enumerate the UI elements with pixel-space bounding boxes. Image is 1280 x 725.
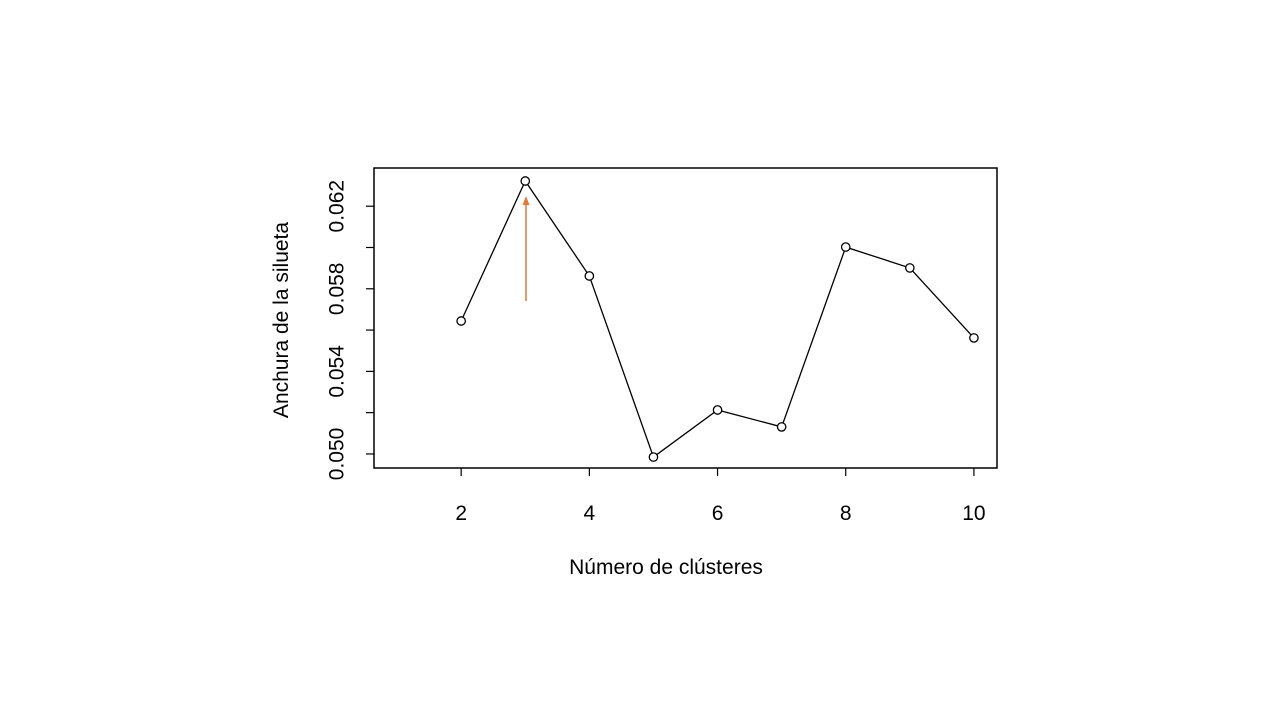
x-axis-label: Número de clústeres [569, 556, 763, 579]
y-tick-label: 0.054 [326, 345, 349, 398]
data-point [969, 333, 979, 343]
x-tick-label: 6 [712, 502, 724, 525]
data-point [520, 176, 531, 186]
x-tick-label: 8 [840, 502, 852, 525]
y-tick-label: 0.050 [326, 428, 349, 481]
x-tick-label: 4 [584, 502, 596, 525]
annotation-arrowhead [522, 196, 530, 205]
x-tick-label: 2 [455, 502, 467, 525]
data-point [456, 316, 467, 326]
data-point [648, 452, 659, 462]
data-point [712, 405, 723, 415]
data-point [840, 242, 851, 252]
data-point [776, 422, 787, 432]
y-tick-label: 0.062 [326, 180, 349, 233]
data-point [904, 263, 915, 273]
plot-box [373, 167, 998, 469]
y-axis-label: Anchura de la silueta [270, 222, 293, 418]
data-line [460, 179, 975, 459]
data-point [584, 271, 595, 281]
x-tick-label: 10 [962, 502, 985, 525]
y-tick-label: 0.058 [326, 263, 349, 316]
